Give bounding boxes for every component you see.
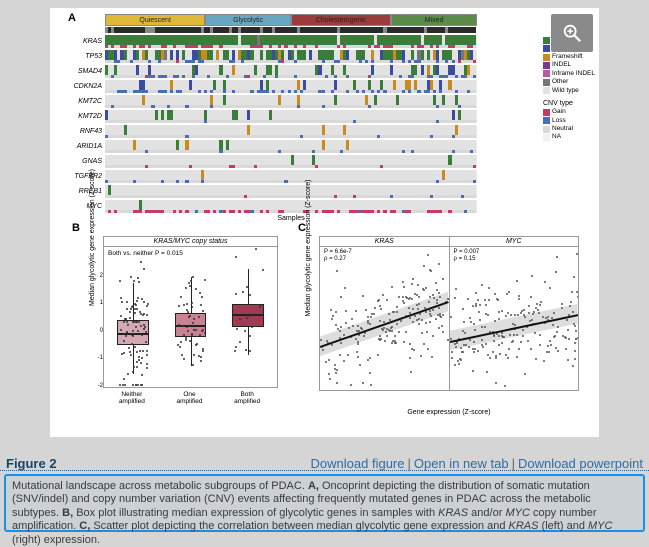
subtype-mixed: Mixed [391, 14, 477, 26]
gene-label-smad4: SMAD4 [70, 68, 105, 75]
separator-line [0, 470, 649, 471]
gene-label-kras: KRAS [70, 38, 105, 45]
gene-label-kmt2c: KMT2C [70, 98, 105, 105]
figure-number: Figure 2 [6, 456, 57, 471]
download-ppt-link[interactable]: Download powerpoint [518, 456, 643, 471]
panel-b-pvalue: Both vs. neither P = 0.015 [108, 250, 183, 257]
subtype-quiescent: Quiescent [105, 14, 205, 26]
gene-label-cdkn2a: CDKN2A [70, 83, 105, 90]
panel-b-title: KRAS/MYC copy status [104, 237, 277, 247]
download-figure-link[interactable]: Download figure [311, 456, 405, 471]
figure-links: Download figure|Open in new tab|Download… [311, 456, 643, 471]
enlarge-button[interactable] [551, 14, 593, 52]
gene-label-rnf43: RNF43 [70, 128, 105, 135]
enlarge-icon [561, 22, 583, 44]
figure-card: A QuiescentGlycolyticCholesterogenicMixe… [50, 8, 599, 437]
open-new-tab-link[interactable]: Open in new tab [414, 456, 509, 471]
gene-label-myc: MYC [70, 203, 105, 210]
scatter-stats-kras: P = 6.6e-7ρ = 0.27 [324, 249, 352, 263]
gene-label-arid1a: ARID1A [70, 143, 105, 150]
boxplot-xlabel-0: Neitheramplified [107, 391, 157, 405]
gene-label-kmt2d: KMT2D [70, 113, 105, 120]
panel-c-xlabel: Gene expression (Z-score) [319, 409, 579, 416]
subtype-glycolytic: Glycolytic [205, 14, 291, 26]
figure-caption: Mutational landscape across metabolic su… [4, 474, 645, 532]
boxplot-xlabel-2: Bothamplified [222, 391, 272, 405]
scatter-title-kras: KRAS [320, 237, 449, 247]
scatter-stats-myc: P = 0.007ρ = 0.15 [454, 249, 480, 263]
gene-label-gnas: GNAS [70, 158, 105, 165]
subtype-cholesterogenic: Cholesterogenic [291, 14, 391, 26]
panel-a-oncoprint: QuiescentGlycolyticCholesterogenicMixed … [70, 14, 525, 216]
subtype-header: QuiescentGlycolyticCholesterogenicMixed [105, 14, 477, 26]
gene-label-rreb1: RREB1 [70, 188, 105, 195]
gene-label-tp53: TP53 [70, 53, 105, 60]
boxplot-xlabel-1: Oneamplified [165, 391, 215, 405]
scatter-title-myc: MYC [450, 237, 579, 247]
panel-c-ylabel: Median glycolytic gene expression (Z-sco… [305, 178, 312, 318]
panel-b-boxplot: Median glycolytic gene expression (Z-sco… [80, 224, 266, 429]
gene-label-tgfbr2: TGFBR2 [70, 173, 105, 180]
panel-b-label: B [72, 222, 80, 234]
panel-c-scatter: Median glycolytic gene expression (Z-sco… [295, 224, 585, 429]
panel-a-xaxis: Samples [105, 215, 477, 222]
